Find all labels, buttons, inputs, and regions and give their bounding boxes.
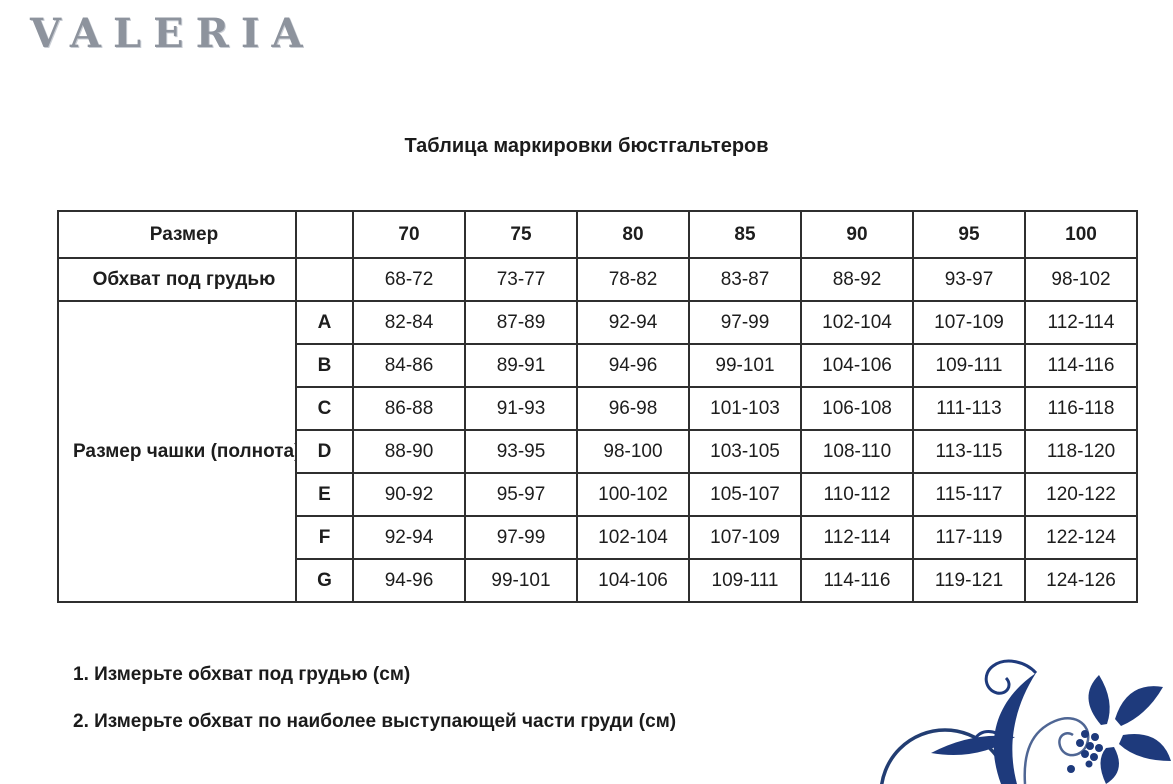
underbust-spacer bbox=[295, 257, 354, 302]
size-col-header-85: 85 bbox=[688, 210, 802, 259]
cup-letter-C: C bbox=[295, 386, 354, 431]
cup-F-value-2: 102-104 bbox=[576, 515, 690, 560]
cup-B-value-6: 114-116 bbox=[1024, 343, 1138, 388]
cup-D-value-6: 118-120 bbox=[1024, 429, 1138, 474]
cup-C-value-0: 86-88 bbox=[352, 386, 466, 431]
table-row-underbust: Обхват под грудью 68-72 73-77 78-82 83-87 88-… bbox=[57, 257, 1138, 302]
cup-letter-G: G bbox=[295, 558, 354, 603]
cup-A-value-5: 107-109 bbox=[912, 300, 1026, 345]
underbust-value-6: 98-102 bbox=[1024, 257, 1138, 302]
underbust-value-4: 88-92 bbox=[800, 257, 914, 302]
cup-E-value-4: 110-112 bbox=[800, 472, 914, 517]
instruction-step-2: 2. Измерьте обхват по наиболее выступающ… bbox=[73, 711, 677, 732]
size-col-header-75: 75 bbox=[464, 210, 578, 259]
cup-E-value-6: 120-122 bbox=[1024, 472, 1138, 517]
cup-B-value-1: 89-91 bbox=[464, 343, 578, 388]
cup-A-value-2: 92-94 bbox=[576, 300, 690, 345]
cup-F-value-1: 97-99 bbox=[464, 515, 578, 560]
cup-letter-F: F bbox=[295, 515, 354, 560]
size-row-label: Размер bbox=[57, 210, 297, 259]
size-table-body: Размер 70 75 80 85 90 95 100 Обхват под грудью 68… bbox=[57, 210, 1138, 603]
cup-F-value-3: 107-109 bbox=[688, 515, 802, 560]
table-row-cup-F: F 92-94 97-99 102-104 107-109 112-114 117-119 1… bbox=[58, 515, 1138, 560]
cup-D-value-0: 88-90 bbox=[352, 429, 466, 474]
cup-C-value-1: 91-93 bbox=[464, 386, 578, 431]
cup-E-value-2: 100-102 bbox=[576, 472, 690, 517]
cup-G-value-1: 99-101 bbox=[464, 558, 578, 603]
cup-B-value-4: 104-106 bbox=[800, 343, 914, 388]
cup-A-value-3: 97-99 bbox=[688, 300, 802, 345]
underbust-value-1: 73-77 bbox=[464, 257, 578, 302]
table-row-cup-B: B 84-86 89-91 94-96 99-101 104-106 109-111 114-… bbox=[58, 343, 1138, 388]
instructions: 1. Измерьте обхват под грудью (см) 2. Из… bbox=[73, 664, 676, 758]
cup-E-value-5: 115-117 bbox=[912, 472, 1026, 517]
cup-F-value-4: 112-114 bbox=[800, 515, 914, 560]
brand-logo: VALERIA bbox=[30, 10, 315, 57]
table-row-cup-C: C 86-88 91-93 96-98 101-103 106-108 111-113 116… bbox=[58, 386, 1138, 431]
cup-size-label: Размер чашки (полнота) bbox=[57, 300, 297, 603]
cup-G-value-6: 124-126 bbox=[1024, 558, 1138, 603]
cup-B-value-0: 84-86 bbox=[352, 343, 466, 388]
cup-C-value-2: 96-98 bbox=[576, 386, 690, 431]
page-title: Таблица маркировки бюстгальтеров bbox=[404, 135, 769, 157]
underbust-value-0: 68-72 bbox=[352, 257, 466, 302]
cup-D-value-3: 103-105 bbox=[688, 429, 802, 474]
cup-D-value-4: 108-110 bbox=[800, 429, 914, 474]
size-row-spacer bbox=[295, 210, 354, 259]
table-row-cup-G: G 94-96 99-101 104-106 109-111 114-116 119-121… bbox=[58, 558, 1138, 603]
cup-C-value-6: 116-118 bbox=[1024, 386, 1138, 431]
cup-F-value-5: 117-119 bbox=[912, 515, 1026, 560]
table-row-sizes: Размер 70 75 80 85 90 95 100 bbox=[57, 210, 1138, 259]
cup-A-value-0: 82-84 bbox=[352, 300, 466, 345]
cup-F-value-0: 92-94 bbox=[352, 515, 466, 560]
cup-letter-E: E bbox=[295, 472, 354, 517]
size-col-header-90: 90 bbox=[800, 210, 914, 259]
cup-G-value-0: 94-96 bbox=[352, 558, 466, 603]
cup-B-value-5: 109-111 bbox=[912, 343, 1026, 388]
cup-D-value-1: 93-95 bbox=[464, 429, 578, 474]
cup-G-value-3: 109-111 bbox=[688, 558, 802, 603]
cup-F-value-6: 122-124 bbox=[1024, 515, 1138, 560]
cup-G-value-2: 104-106 bbox=[576, 558, 690, 603]
size-col-header-95: 95 bbox=[912, 210, 1026, 259]
cup-B-value-3: 99-101 bbox=[688, 343, 802, 388]
table-row-cup-E: E 90-92 95-97 100-102 105-107 110-112 115-117 1… bbox=[58, 472, 1138, 517]
cup-C-value-4: 106-108 bbox=[800, 386, 914, 431]
underbust-row-label: Обхват под грудью bbox=[57, 257, 297, 302]
underbust-value-5: 93-97 bbox=[912, 257, 1026, 302]
cup-C-value-3: 101-103 bbox=[688, 386, 802, 431]
cup-D-value-2: 98-100 bbox=[576, 429, 690, 474]
size-col-header-70: 70 bbox=[352, 210, 466, 259]
cup-letter-D: D bbox=[295, 429, 354, 474]
size-col-header-100: 100 bbox=[1024, 210, 1138, 259]
cup-A-value-1: 87-89 bbox=[464, 300, 578, 345]
cup-letter-A: A bbox=[295, 300, 354, 345]
cup-G-value-5: 119-121 bbox=[912, 558, 1026, 603]
table-row-cup-D: D 88-90 93-95 98-100 103-105 108-110 113-115 11… bbox=[58, 429, 1138, 474]
cup-D-value-5: 113-115 bbox=[912, 429, 1026, 474]
cup-B-value-2: 94-96 bbox=[576, 343, 690, 388]
cup-C-value-5: 111-113 bbox=[912, 386, 1026, 431]
cup-G-value-4: 114-116 bbox=[800, 558, 914, 603]
size-col-header-80: 80 bbox=[576, 210, 690, 259]
underbust-value-3: 83-87 bbox=[688, 257, 802, 302]
cup-E-value-3: 105-107 bbox=[688, 472, 802, 517]
floral-ornament-icon bbox=[880, 659, 1171, 784]
underbust-value-2: 78-82 bbox=[576, 257, 690, 302]
cup-letter-B: B bbox=[295, 343, 354, 388]
cup-A-value-4: 102-104 bbox=[800, 300, 914, 345]
table-row-cup-A: Размер чашки (полнота) A 82-84 87-89 92-94 97… bbox=[57, 300, 1138, 603]
cup-E-value-0: 90-92 bbox=[352, 472, 466, 517]
size-table: Размер 70 75 80 85 90 95 100 Обхват под грудью 68… bbox=[57, 210, 1138, 603]
cup-A-value-6: 112-114 bbox=[1024, 300, 1138, 345]
instruction-step-1: 1. Измерьте обхват под грудью (см) bbox=[73, 664, 411, 685]
cup-E-value-1: 95-97 bbox=[464, 472, 578, 517]
